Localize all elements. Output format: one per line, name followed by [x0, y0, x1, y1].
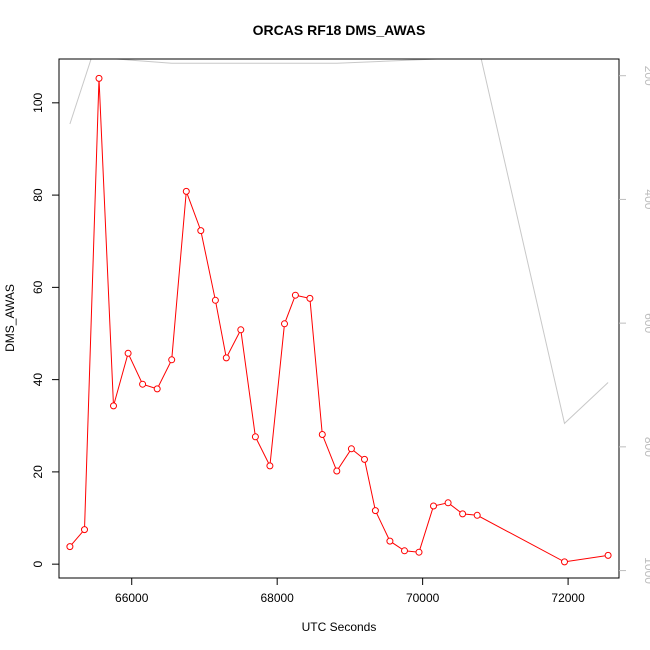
data-point [197, 227, 205, 235]
x-axis-label: UTC Seconds [302, 620, 377, 634]
secondary-y-tick-label: 600 [642, 313, 650, 333]
data-point [251, 433, 259, 441]
data-point [168, 356, 176, 364]
data-point [211, 296, 219, 304]
data-point [318, 431, 326, 438]
secondary-y-tick-label: 400 [642, 189, 650, 209]
data-point [561, 558, 568, 566]
data-point [139, 380, 147, 388]
data-point [281, 320, 288, 328]
data-point [291, 291, 299, 299]
primary-series-layer [66, 74, 612, 566]
secondary-series-layer [69, 59, 609, 425]
y-tick-label: 60 [31, 280, 45, 294]
chart-title: ORCAS RF18 DMS_AWAS [253, 22, 426, 38]
data-point [110, 402, 117, 410]
x-axis: 66000 68000 70000 72000 [115, 578, 585, 605]
data-point [153, 385, 161, 393]
data-point [333, 467, 341, 475]
secondary-y-tick-label: 1000 [642, 557, 650, 584]
x-tick-label: 72000 [551, 591, 585, 605]
data-point [444, 499, 452, 507]
data-point [459, 510, 467, 518]
data-point [430, 502, 437, 510]
y-axis: 0 20 40 60 80 100 [31, 92, 59, 568]
data-point [124, 349, 132, 357]
y-tick-label: 100 [31, 92, 45, 112]
y-tick-label: 20 [31, 465, 45, 479]
data-point [386, 537, 394, 545]
data-point [401, 547, 408, 555]
plot-frame [58, 58, 620, 579]
data-point [415, 548, 423, 556]
y-tick-label: 80 [31, 188, 45, 202]
y-tick-label: 0 [31, 561, 45, 568]
data-point [266, 462, 274, 470]
data-point [81, 526, 88, 534]
data-point [222, 354, 230, 362]
data-point [604, 551, 612, 559]
data-point [95, 74, 103, 82]
y-tick-label: 40 [31, 373, 45, 387]
data-point [66, 543, 74, 551]
y-axis-label: DMS_AWAS [3, 284, 17, 352]
data-point [473, 511, 481, 519]
data-point [237, 326, 245, 334]
x-tick-label: 68000 [260, 591, 294, 605]
data-point [361, 455, 368, 463]
secondary-y-axis: 200 400 600 800 1000 [619, 66, 650, 584]
series-line [69, 78, 609, 563]
data-point [306, 294, 314, 302]
x-tick-label: 70000 [406, 591, 440, 605]
secondary-y-tick-label: 200 [642, 66, 650, 86]
data-point [182, 187, 190, 195]
series-points [66, 74, 612, 566]
data-point [347, 445, 355, 453]
secondary-series-line [69, 59, 609, 425]
x-tick-label: 66000 [115, 591, 149, 605]
data-point [371, 507, 379, 515]
secondary-y-tick-label: 800 [642, 437, 650, 457]
